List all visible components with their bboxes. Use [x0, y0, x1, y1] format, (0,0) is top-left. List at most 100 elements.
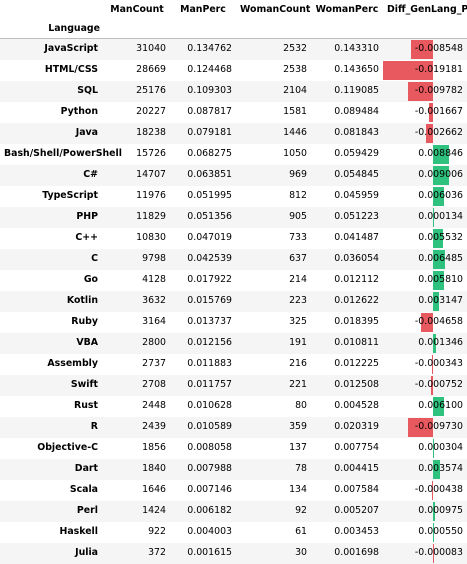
cell-womancount: 61 — [236, 522, 311, 543]
diff-value: 0.006485 — [418, 253, 467, 264]
cell-womancount: 1581 — [236, 102, 311, 123]
cell-diff: 0.003574 — [383, 459, 467, 480]
cell-manperc: 0.063851 — [170, 165, 236, 186]
row-language: HTML/CSS — [0, 60, 104, 81]
cell-mancount: 4128 — [104, 270, 170, 291]
diff-value: 0.003574 — [418, 463, 467, 474]
cell-womanperc: 0.089484 — [311, 102, 383, 123]
cell-mancount: 2800 — [104, 333, 170, 354]
diff-value: 0.001346 — [418, 337, 467, 348]
cell-womanperc: 0.051223 — [311, 207, 383, 228]
cell-mancount: 20227 — [104, 102, 170, 123]
cell-womanperc: 0.020319 — [311, 417, 383, 438]
cell-manperc: 0.007988 — [170, 459, 236, 480]
cell-diff: 0.005810 — [383, 270, 467, 291]
cell-mancount: 3164 — [104, 312, 170, 333]
cell-mancount: 3632 — [104, 291, 170, 312]
cell-womancount: 80 — [236, 396, 311, 417]
cell-manperc: 0.109303 — [170, 81, 236, 102]
cell-womanperc: 0.143650 — [311, 60, 383, 81]
row-language: Objective-C — [0, 438, 104, 459]
diff-value: -0.000343 — [415, 358, 467, 369]
cell-womanperc: 0.054845 — [311, 165, 383, 186]
cell-manperc: 0.008058 — [170, 438, 236, 459]
cell-manperc: 0.079181 — [170, 123, 236, 144]
cell-womancount: 137 — [236, 438, 311, 459]
cell-mancount: 11976 — [104, 186, 170, 207]
cell-manperc: 0.011883 — [170, 354, 236, 375]
row-language: Swift — [0, 375, 104, 396]
cell-womanperc: 0.004415 — [311, 459, 383, 480]
row-language: R — [0, 417, 104, 438]
cell-manperc: 0.012156 — [170, 333, 236, 354]
cell-diff: -0.002662 — [383, 123, 467, 144]
cell-mancount: 11829 — [104, 207, 170, 228]
cell-manperc: 0.007146 — [170, 480, 236, 501]
cell-diff: 0.006036 — [383, 186, 467, 207]
diff-value: -0.001667 — [415, 106, 467, 117]
cell-womancount: 1050 — [236, 144, 311, 165]
header-womancount: WomanCount — [236, 0, 311, 20]
cell-womancount: 2532 — [236, 39, 311, 60]
diff-value: -0.000752 — [415, 379, 467, 390]
cell-diff: 0.006100 — [383, 396, 467, 417]
row-language: C — [0, 249, 104, 270]
cell-womancount: 733 — [236, 228, 311, 249]
cell-womanperc: 0.119085 — [311, 81, 383, 102]
cell-diff: -0.000343 — [383, 354, 467, 375]
cell-mancount: 1840 — [104, 459, 170, 480]
diff-value: -0.009782 — [415, 85, 467, 96]
cell-womancount: 78 — [236, 459, 311, 480]
cell-womanperc: 0.059429 — [311, 144, 383, 165]
cell-womancount: 92 — [236, 501, 311, 522]
cell-diff: 0.006485 — [383, 249, 467, 270]
cell-manperc: 0.124468 — [170, 60, 236, 81]
cell-mancount: 1424 — [104, 501, 170, 522]
diff-value: 0.000550 — [418, 526, 467, 537]
diff-value: 0.008846 — [418, 148, 467, 159]
cell-manperc: 0.010628 — [170, 396, 236, 417]
cell-manperc: 0.006182 — [170, 501, 236, 522]
cell-womancount: 134 — [236, 480, 311, 501]
cell-womanperc: 0.036054 — [311, 249, 383, 270]
cell-mancount: 2708 — [104, 375, 170, 396]
cell-diff: 0.008846 — [383, 144, 467, 165]
cell-womancount: 2538 — [236, 60, 311, 81]
cell-manperc: 0.004003 — [170, 522, 236, 543]
header-diff: Diff_GenLang_Perc — [383, 0, 467, 20]
cell-womanperc: 0.007584 — [311, 480, 383, 501]
diff-value: -0.009730 — [415, 421, 467, 432]
table-header: ManCount ManPerc WomanCount WomanPerc Di… — [0, 0, 467, 39]
cell-womancount: 216 — [236, 354, 311, 375]
diff-value: 0.000304 — [418, 442, 467, 453]
cell-womancount: 969 — [236, 165, 311, 186]
cell-womanperc: 0.004528 — [311, 396, 383, 417]
cell-diff: 0.000550 — [383, 522, 467, 543]
row-language: Bash/Shell/PowerShell — [0, 144, 104, 165]
cell-manperc: 0.001615 — [170, 543, 236, 564]
diff-value: -0.008548 — [415, 43, 467, 54]
row-language: Dart — [0, 459, 104, 480]
cell-manperc: 0.087817 — [170, 102, 236, 123]
cell-mancount: 31040 — [104, 39, 170, 60]
row-language: Ruby — [0, 312, 104, 333]
row-language: PHP — [0, 207, 104, 228]
cell-mancount: 372 — [104, 543, 170, 564]
cell-manperc: 0.013737 — [170, 312, 236, 333]
row-language: Perl — [0, 501, 104, 522]
cell-womanperc: 0.003453 — [311, 522, 383, 543]
